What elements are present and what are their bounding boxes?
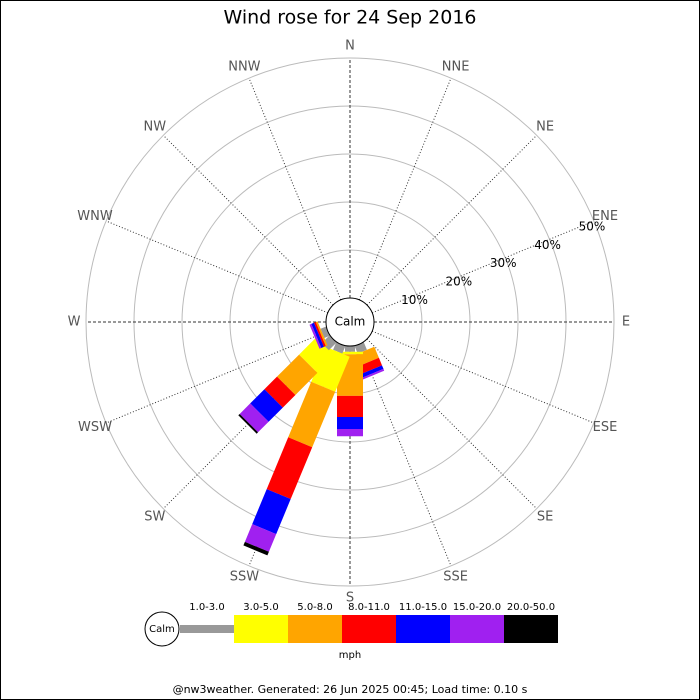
direction-label: E — [622, 315, 630, 330]
direction-label: SSW — [230, 569, 260, 584]
r-tick-label: 50% — [579, 219, 606, 233]
direction-label: NE — [536, 119, 554, 134]
bar-segment — [311, 322, 324, 348]
legend-label: 3.0-5.0 — [243, 602, 278, 613]
spoke — [162, 134, 334, 306]
chart-title: Wind rose for 24 Sep 2016 — [223, 7, 476, 29]
r-tick-label: 30% — [490, 256, 517, 270]
spoke — [105, 330, 329, 424]
legend-calm-label: Calm — [149, 624, 175, 635]
bar-segment — [264, 376, 296, 408]
bar-segment — [320, 326, 330, 338]
spoke — [358, 77, 452, 301]
bar-segment — [309, 323, 322, 349]
bar-segment — [243, 541, 269, 556]
spoke — [371, 330, 595, 424]
legend-label: 20.0-50.0 — [507, 602, 555, 613]
bar-segment — [315, 321, 328, 347]
ring — [181, 153, 519, 491]
bar-segment — [345, 346, 355, 352]
bar-segment — [359, 368, 385, 381]
direction-label: N — [345, 39, 355, 54]
bar-segment — [337, 417, 363, 429]
bar-segment — [266, 437, 313, 499]
r-tick-label: 10% — [401, 293, 428, 307]
spoke — [371, 220, 595, 314]
legend-swatch — [288, 615, 342, 643]
bar-segment — [277, 354, 318, 395]
legend-swatch — [342, 615, 396, 643]
bar-segment — [311, 346, 350, 392]
direction-label: WSW — [78, 420, 112, 435]
bar-segment — [244, 524, 277, 552]
spoke — [248, 77, 342, 301]
unit-label: mph — [339, 650, 361, 661]
direction-label: NNW — [228, 60, 260, 75]
direction-label: NW — [144, 119, 167, 134]
direction-label: S — [346, 591, 354, 606]
legend-label: 15.0-20.0 — [453, 602, 501, 613]
spoke — [366, 134, 538, 306]
footer: @nw3weather. Generated: 26 Jun 2025 00:4… — [173, 683, 528, 696]
direction-label: NNE — [442, 60, 470, 75]
bar-segment — [288, 381, 336, 448]
bar-segment — [239, 403, 269, 433]
bar-segment — [250, 389, 283, 422]
direction-label: ESE — [593, 420, 618, 435]
legend-swatch — [504, 615, 558, 643]
legend-swatch — [234, 615, 288, 643]
r-tick-label: 20% — [446, 275, 473, 289]
spoke — [366, 338, 538, 510]
direction-label: SW — [144, 510, 165, 525]
bar-segment — [252, 489, 291, 535]
legend-label: 11.0-15.0 — [399, 602, 447, 613]
calm-label: Calm — [335, 315, 366, 329]
legend-calm — [144, 611, 180, 647]
legend-swatch — [450, 615, 504, 643]
legend-label: 1.0-3.0 — [189, 602, 224, 613]
legend-label: 8.0-11.0 — [348, 602, 390, 613]
legend-swatch — [180, 625, 234, 633]
direction-label: W — [68, 315, 81, 330]
direction-label: WNW — [77, 209, 113, 224]
calm-circle — [325, 297, 375, 347]
bar-segment — [238, 414, 258, 434]
bar-segment — [314, 322, 326, 347]
bar-segment — [337, 395, 363, 417]
bar-segment — [358, 365, 384, 379]
bar-segment — [299, 337, 335, 373]
direction-label: ENE — [592, 209, 618, 224]
bar-segment — [337, 429, 363, 437]
legend-label: 5.0-8.0 — [297, 602, 332, 613]
direction-label: SSE — [443, 569, 468, 584]
legend-swatch — [396, 615, 450, 643]
bar-segment — [337, 351, 363, 355]
spoke — [105, 220, 329, 314]
direction-label: SE — [537, 510, 553, 525]
spoke — [358, 343, 452, 567]
r-tick-label: 40% — [534, 238, 561, 252]
ring — [85, 57, 615, 587]
